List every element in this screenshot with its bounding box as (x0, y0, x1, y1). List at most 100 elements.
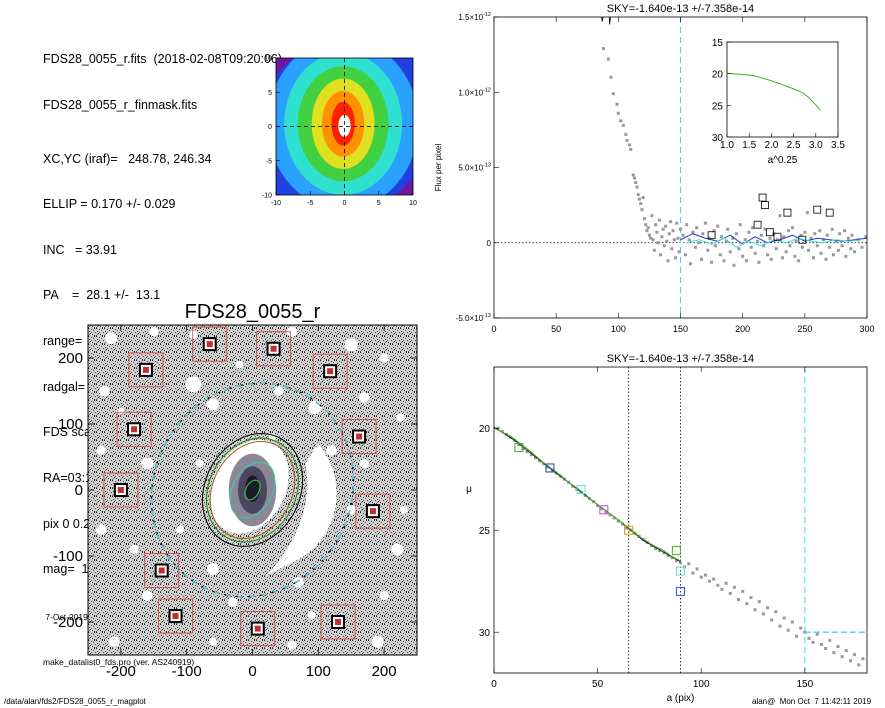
star-marker-fill (142, 366, 149, 373)
bin-square (545, 463, 555, 473)
masked-star (344, 338, 358, 352)
y-tick-label: -100 (53, 548, 83, 565)
star-box (128, 352, 164, 388)
y-tick-label: 30 (479, 628, 491, 639)
data-point (683, 253, 687, 257)
data-point (652, 248, 656, 252)
star-box (192, 326, 228, 362)
y-tick-label: 20 (712, 70, 724, 81)
data-point (612, 516, 616, 520)
data-point (625, 138, 629, 142)
x-tick-label: -5 (307, 200, 313, 207)
data-point (811, 640, 815, 644)
data-point (654, 547, 658, 551)
data-point (737, 247, 741, 251)
data-point (819, 642, 823, 646)
chart-title: FDS28_0055_r (185, 301, 321, 323)
data-point (670, 247, 674, 251)
data-point (712, 229, 716, 233)
data-point (830, 227, 834, 231)
x-tick-label: 150 (673, 324, 688, 334)
data-point (795, 634, 799, 638)
bin-square (773, 232, 782, 241)
data-point (821, 238, 825, 242)
masked-star (307, 611, 316, 620)
data-point (661, 227, 665, 231)
isophote-black (201, 433, 304, 547)
y-tick-label: 200 (58, 350, 83, 367)
data-point (624, 132, 628, 136)
data-point (538, 459, 542, 463)
data-point (815, 244, 819, 248)
bin-square (761, 201, 769, 210)
x-tick-label: 10 (409, 200, 417, 207)
data-point (848, 659, 852, 663)
data-point (700, 257, 704, 261)
data-point (596, 504, 600, 508)
data-point (788, 244, 792, 248)
data-point (542, 462, 546, 466)
data-point (784, 250, 788, 254)
data-point (720, 235, 724, 239)
y-tick-label: -5 (266, 158, 272, 165)
masked-star (399, 505, 408, 514)
isophote-core (244, 479, 261, 501)
info-line: FDS28_0055_r_finmask.fits (43, 98, 198, 113)
data-point (846, 236, 850, 240)
masked-star (359, 392, 370, 403)
masked-star (95, 524, 107, 535)
data-point (517, 443, 521, 447)
star-box (144, 553, 180, 588)
bin-square (576, 484, 586, 494)
y-tick-label: 10 (264, 56, 272, 63)
masked-star (195, 459, 204, 468)
data-point (828, 245, 832, 249)
data-point (753, 608, 757, 612)
data-point (840, 244, 844, 248)
x-tick-label: -200 (106, 663, 136, 680)
data-point (807, 248, 811, 252)
data-point (706, 248, 710, 252)
galaxy-core (245, 475, 260, 502)
data-point (621, 123, 625, 127)
bin-square (813, 205, 822, 214)
y-tick-label: 5 (268, 90, 272, 97)
data-point (640, 208, 644, 212)
profile-black (601, 17, 611, 25)
x-tick-label: 1.5 (742, 140, 756, 151)
data-point (724, 581, 728, 585)
data-point (844, 254, 848, 258)
data-point (716, 224, 720, 228)
data-point (743, 238, 747, 242)
radgal-ellipse-cyan (150, 382, 355, 598)
data-point (695, 567, 699, 571)
data-point (693, 245, 697, 249)
data-point (657, 218, 661, 222)
masked-star (308, 400, 322, 415)
data-point (629, 147, 633, 151)
data-point (716, 583, 720, 587)
data-point (671, 229, 675, 233)
galaxy-core (338, 114, 351, 137)
data-point (815, 632, 819, 636)
data-point (676, 236, 680, 240)
data-point (778, 214, 782, 218)
data-point (756, 239, 760, 243)
x-tick-label: 50 (551, 324, 561, 334)
x-tick-label: 3.5 (831, 140, 845, 151)
data-point (641, 196, 645, 200)
masked-star (117, 407, 125, 415)
data-point (832, 651, 836, 655)
data-point (745, 602, 749, 606)
x-tick-label: 100 (693, 679, 710, 690)
data-point (857, 663, 861, 667)
masked-star (207, 563, 219, 576)
data-point (782, 235, 786, 239)
info-line: ELLIP = 0.170 +/- 0.029 (43, 197, 176, 212)
data-point (818, 229, 822, 233)
data-point (672, 238, 676, 242)
data-point (662, 244, 666, 248)
inset-frame (726, 41, 839, 138)
x-tick-label: 100 (306, 663, 331, 680)
data-point (844, 649, 848, 653)
